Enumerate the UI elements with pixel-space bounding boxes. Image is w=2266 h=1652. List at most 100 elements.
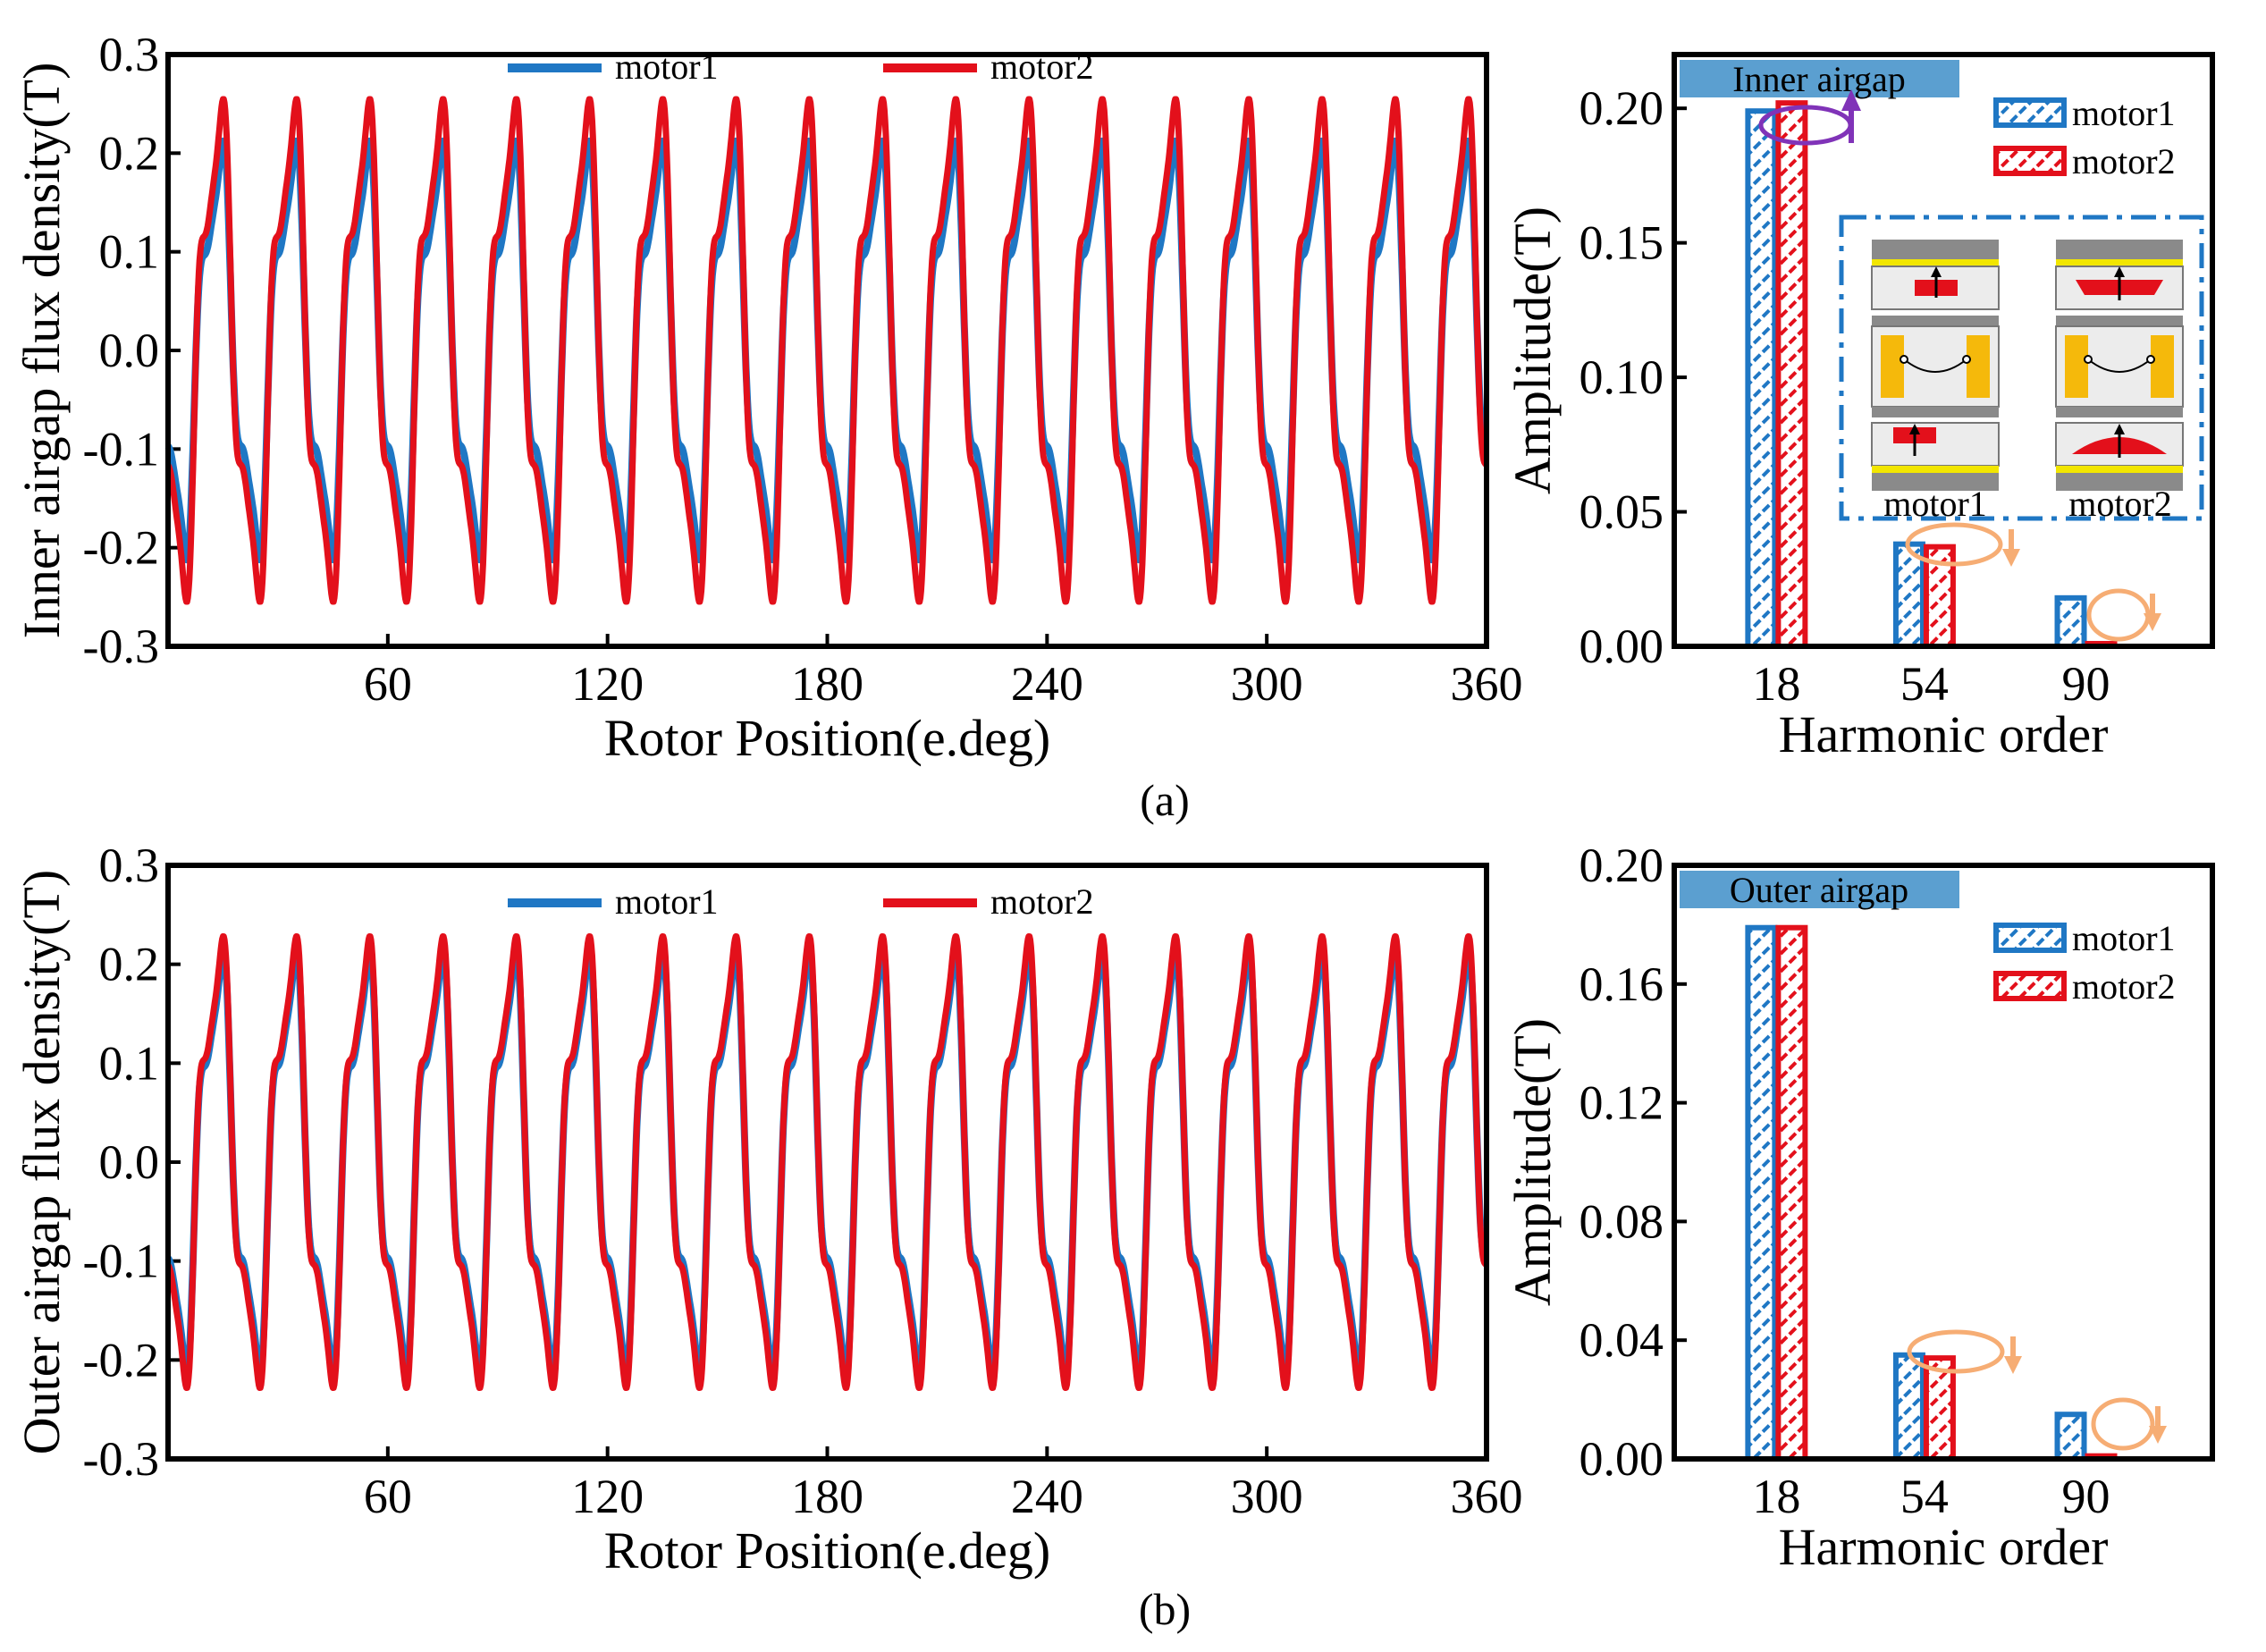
chart-title-box (1680, 871, 1959, 908)
x-tick-label: 54 (1900, 657, 1949, 711)
inset-label-motor2: motor2 (2068, 484, 2172, 524)
decrease-indicator-icon (2086, 588, 2161, 642)
y-tick-label: 0.20 (1579, 81, 1664, 135)
plot-frame (165, 52, 1489, 649)
chart-inner-airgap-waveform: -0.3 -0.2 -0.1 0.0 0.1 0.2 0.3 60 120 180 240 300 36… (13, 28, 1523, 767)
x-tick-label: 54 (1900, 1470, 1949, 1523)
y-tick-label: -0.3 (83, 620, 159, 673)
y-tick-label: 0.1 (99, 1036, 160, 1090)
x-tick-label: 18 (1752, 1470, 1800, 1523)
decrease-indicator-icon (1905, 522, 2020, 567)
legend-swatch-motor1 (1993, 923, 2067, 953)
y-tick-label: -0.2 (83, 1333, 159, 1386)
legend-swatch-motor2 (1993, 146, 2067, 176)
chart-outer-airgap-harmonics: 0.00 0.04 0.08 0.12 0.16 0.20 18 54 90 Outer airg… (1504, 839, 2215, 1576)
y-tick-label: -0.1 (83, 422, 159, 476)
motor2-structure-icon (2055, 240, 2184, 491)
chart-title-box (1680, 60, 1959, 97)
legend-label-motor2: motor2 (2072, 966, 2176, 1007)
x-tick-label: 90 (2062, 657, 2110, 711)
y-tick-label: 0.0 (99, 324, 160, 377)
annotations (1758, 89, 2167, 1451)
x-tick-label: 240 (1011, 1470, 1083, 1523)
y-tick-label: -0.2 (83, 521, 159, 575)
legend-label-motor2: motor2 (990, 881, 1094, 922)
y-tick-label: 0.00 (1579, 620, 1664, 673)
y-tick-label: -0.1 (83, 1235, 159, 1288)
x-axis-label: Harmonic order (1779, 705, 2109, 763)
bar-motor1-90 (2054, 594, 2087, 649)
motor-structure-inset: motor1 motor2 (1839, 215, 2204, 524)
bar-motor2-18 (1775, 100, 1808, 649)
x-tick-label: 180 (791, 1470, 863, 1523)
decrease-indicator-icon (1907, 1329, 2022, 1374)
x-tick-label: 300 (1231, 1470, 1303, 1523)
chart-inner-airgap-harmonics: 0.00 0.05 0.10 0.15 0.20 18 54 90 Inner airgap mo… (1504, 52, 2215, 763)
bar-motor2-54 (1923, 1355, 1956, 1462)
y-tick-label: 0.3 (99, 839, 160, 892)
legend-swatch-motor2 (1993, 971, 2067, 1001)
y-tick-label: 0.05 (1579, 485, 1664, 539)
bar-motor1-18 (1745, 108, 1778, 649)
x-axis-label: Harmonic order (1779, 1518, 2109, 1576)
series-line-motor1 (164, 137, 1490, 564)
caption-a: (a) (1140, 775, 1190, 825)
y-tick-label: 0.04 (1579, 1313, 1664, 1367)
series-line-motor1 (164, 948, 1490, 1376)
y-axis-label: Amplitude(T) (1504, 1018, 1562, 1306)
y-tick-label: 0.2 (99, 938, 160, 991)
plot-frame (1672, 863, 2215, 1462)
caption-b: (b) (1139, 1584, 1191, 1634)
y-tick-label: 0.08 (1579, 1194, 1664, 1248)
x-tick-label: 60 (364, 657, 412, 711)
bar-motor1-18 (1745, 924, 1778, 1462)
x-axis-label: Rotor Position(e.deg) (604, 1521, 1050, 1580)
y-tick-label: 0.2 (99, 126, 160, 180)
series-line-motor2 (165, 933, 1489, 1391)
motor1-structure-icon (1871, 240, 2000, 491)
y-tick-label: 0.16 (1579, 957, 1664, 1011)
x-tick-label: 300 (1231, 657, 1303, 711)
chart-outer-airgap-waveform: -0.3 -0.2 -0.1 0.0 0.1 0.2 0.3 60 120 180 240 300 36… (13, 839, 1523, 1580)
legend-label-motor2: motor2 (2072, 141, 2176, 181)
bar-motor2-18 (1775, 924, 1808, 1462)
x-tick-label: 180 (791, 657, 863, 711)
x-tick-label: 360 (1451, 1470, 1523, 1523)
x-tick-label: 60 (364, 1470, 412, 1523)
inset-frame (1839, 215, 2204, 521)
bar-motor1-90 (2054, 1412, 2087, 1462)
legend-label-motor1: motor1 (2072, 918, 2176, 958)
bar-motor1-54 (1892, 1352, 1925, 1462)
series-line-motor2 (164, 96, 1489, 605)
x-tick-label: 360 (1451, 657, 1523, 711)
y-tick-label: 0.12 (1579, 1076, 1664, 1130)
x-tick-label: 90 (2062, 1470, 2110, 1523)
y-tick-label: -0.3 (83, 1432, 159, 1486)
x-tick-label: 18 (1752, 657, 1800, 711)
x-tick-label: 120 (571, 1470, 644, 1523)
y-tick-label: 0.15 (1579, 216, 1664, 270)
legend-label-motor1: motor1 (2072, 93, 2176, 133)
y-tick-label: 0.0 (99, 1135, 160, 1189)
plot-frame (1672, 52, 2215, 649)
y-tick-label: 0.1 (99, 225, 160, 279)
plot-frame (165, 863, 1489, 1462)
y-axis-label: Outer airgap flux density(T) (13, 870, 71, 1454)
increase-indicator-icon (1758, 89, 1861, 146)
inset-label-motor1: motor1 (1883, 484, 1987, 524)
chart-title: Inner airgap (1732, 59, 1906, 99)
y-axis-label: Inner airgap flux density(T) (13, 63, 71, 639)
x-axis-label: Rotor Position(e.deg) (604, 709, 1050, 767)
y-axis-label: Amplitude(T) (1504, 206, 1562, 494)
y-tick-label: 0.00 (1579, 1432, 1664, 1486)
x-tick-label: 240 (1011, 657, 1083, 711)
x-tick-label: 120 (571, 657, 644, 711)
decrease-indicator-icon (2091, 1397, 2167, 1451)
y-tick-label: 0.20 (1579, 839, 1664, 892)
legend-swatch-motor1 (1993, 97, 2067, 128)
legend-label-motor1: motor1 (615, 881, 719, 922)
y-tick-label: 0.10 (1579, 350, 1664, 404)
y-tick-label: 0.3 (99, 28, 160, 81)
